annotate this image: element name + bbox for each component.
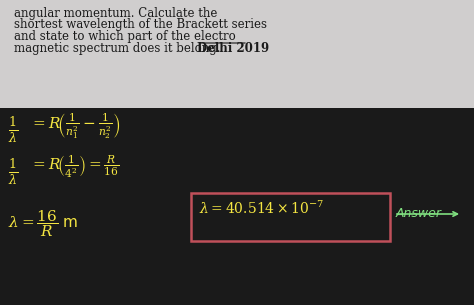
Text: $= R\!\left(\frac{1}{4^2}\right) = \frac{R}{16}$: $= R\!\left(\frac{1}{4^2}\right) = \frac… [30, 154, 119, 180]
Text: $\frac{1}{\lambda}$: $\frac{1}{\lambda}$ [8, 115, 18, 145]
Text: $\frac{1}{\lambda}$: $\frac{1}{\lambda}$ [8, 157, 18, 187]
Text: $\lambda = 40.514\times10^{-7}$: $\lambda = 40.514\times10^{-7}$ [199, 200, 324, 217]
Text: $\lambda = \dfrac{16}{R}$ m: $\lambda = \dfrac{16}{R}$ m [8, 208, 79, 239]
Text: $= R\!\left(\frac{1}{n_1^{2}}-\frac{1}{n_2^{2}}\right)$: $= R\!\left(\frac{1}{n_1^{2}}-\frac{1}{n… [30, 112, 120, 141]
Text: angular momentum. Calculate the: angular momentum. Calculate the [14, 7, 218, 20]
Text: and state to which part of the electro: and state to which part of the electro [14, 30, 236, 43]
Text: Answer: Answer [396, 207, 442, 220]
Text: shortest wavelength of the Brackett series: shortest wavelength of the Brackett seri… [14, 18, 267, 31]
FancyBboxPatch shape [191, 193, 390, 241]
Bar [0, 0, 474, 108]
Text: Delhi 2019: Delhi 2019 [197, 42, 269, 55]
Text: magnetic spectrum does it belong.: magnetic spectrum does it belong. [14, 42, 220, 55]
